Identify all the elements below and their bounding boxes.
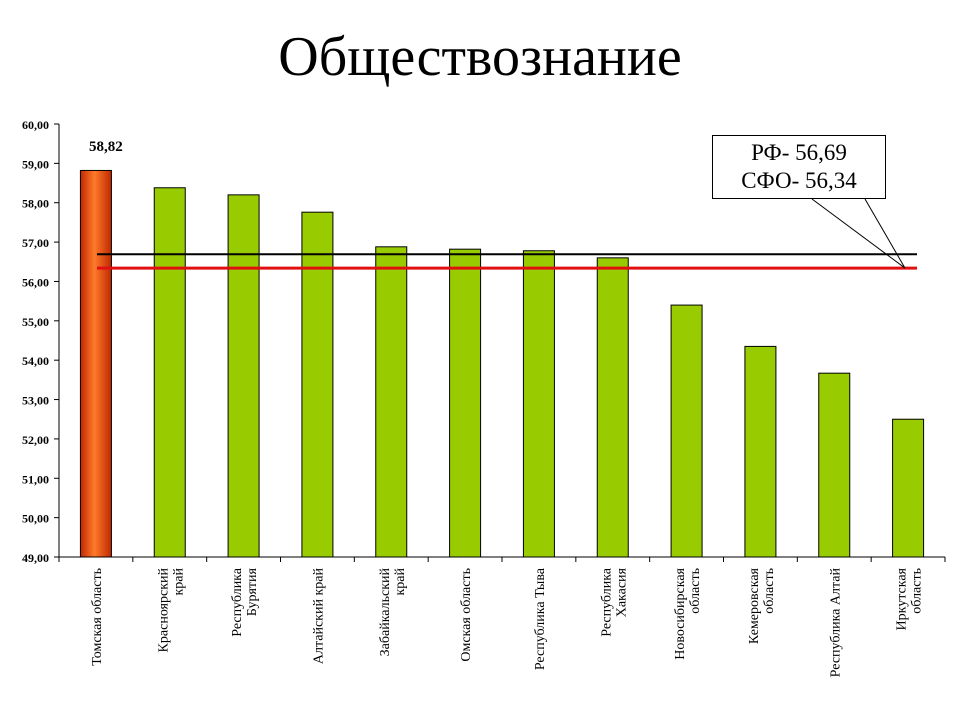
y-tick-label: 51,00 — [22, 472, 49, 486]
bar — [744, 345, 777, 558]
x-tick-label: Алтайский край — [311, 568, 326, 665]
bar — [818, 372, 851, 558]
x-tick-label: Республика Тыва — [533, 567, 548, 670]
x-tick-label: область — [910, 568, 925, 614]
x-tick-label: область — [762, 568, 777, 614]
bar — [522, 250, 555, 558]
bar — [301, 211, 334, 558]
callout-leaders — [811, 198, 906, 269]
x-tick-label: область — [688, 568, 703, 614]
x-tick-label: Омская область — [459, 568, 474, 662]
bar — [892, 418, 925, 558]
callout-leader — [811, 198, 906, 269]
bar — [227, 194, 260, 558]
data-labels: 58,82 — [89, 139, 123, 155]
y-tick-label: 55,00 — [22, 315, 49, 329]
x-tick-label: Республика — [599, 567, 614, 637]
x-tick-label: Кемеровская — [747, 567, 762, 644]
y-tick-label: 49,00 — [22, 551, 49, 565]
rf-label: РФ- 56,69 — [751, 140, 847, 165]
reference-lines — [97, 253, 917, 270]
x-tick-label: Иркутская — [895, 567, 910, 630]
x-tick-label: Республика — [230, 567, 245, 637]
x-tick-label: Томская область — [90, 568, 105, 666]
y-tick-label: 52,00 — [22, 433, 49, 447]
y-tick-label: 54,00 — [22, 354, 49, 368]
reference-callout: РФ- 56,69 СФО- 56,34 — [712, 135, 886, 199]
x-tick-label: Республика Алтай — [828, 568, 843, 678]
x-tick-label: Новосибирская — [673, 567, 688, 659]
bars — [79, 169, 925, 558]
y-tick-label: 60,00 — [22, 118, 49, 132]
bar — [670, 304, 703, 558]
bar — [449, 248, 482, 558]
y-tick-label: 59,00 — [22, 157, 49, 171]
y-tick-label: 57,00 — [22, 236, 49, 250]
bar — [596, 257, 629, 558]
x-axis-labels: Томская область Красноярский край Республик… — [90, 567, 925, 677]
bar — [375, 246, 408, 558]
sfo-label: СФО- 56,34 — [741, 168, 857, 193]
x-tick-label: Забайкальский — [378, 567, 393, 656]
callout-leader — [864, 198, 906, 269]
y-tick-label: 58,00 — [22, 197, 49, 211]
x-tick-label: край — [171, 568, 186, 596]
page-title: Обществознание — [278, 26, 682, 88]
x-tick-label: Хакасия — [614, 567, 629, 617]
data-label: 58,82 — [89, 139, 123, 155]
x-tick-label: Красноярский — [156, 567, 171, 652]
y-tick-label: 53,00 — [22, 394, 49, 408]
y-tick-label: 56,00 — [22, 275, 49, 289]
bar — [79, 169, 112, 558]
x-tick-label: Бурятия — [245, 567, 260, 616]
x-tick-label: край — [393, 568, 408, 596]
y-axis: 49,00 50,00 51,00 52,00 53,00 54,00 55,00 56,00… — [22, 118, 946, 565]
y-tick-label: 50,00 — [22, 512, 49, 526]
bar — [153, 187, 186, 558]
